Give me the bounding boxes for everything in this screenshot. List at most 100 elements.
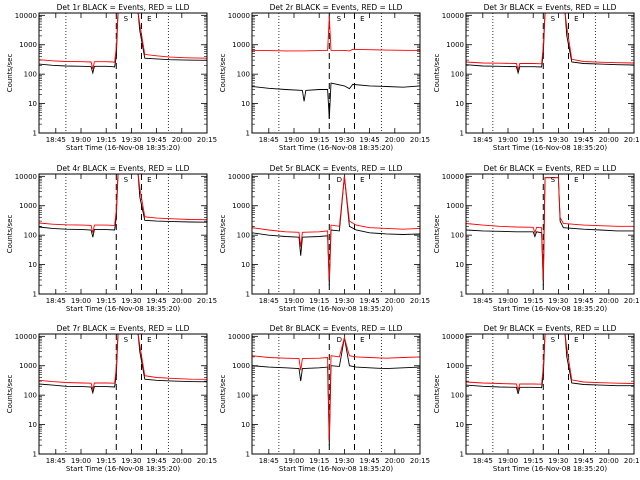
x-tick-label: 19:15 (309, 136, 329, 144)
x-tick-label: 20:15 (624, 457, 640, 465)
panel-title: Det 9r BLACK = Events, RED = LLD (484, 324, 617, 333)
y-tick-label: 1 (33, 291, 37, 299)
y-tick-label: 10000 (228, 12, 250, 20)
event-marker-label: S (551, 176, 556, 184)
event-marker-label: D (337, 336, 342, 344)
x-tick-label: 19:15 (523, 136, 543, 144)
x-tick-label: 20:00 (599, 297, 619, 305)
plot-area (252, 13, 420, 133)
x-axis-label: Start Time (16-Nov-08 18:35:20) (66, 144, 180, 152)
panel-title: Det 7r BLACK = Events, RED = LLD (57, 324, 190, 333)
event-marker-label: E (147, 176, 151, 184)
x-tick-label: 19:30 (548, 457, 568, 465)
series-red-line (466, 13, 634, 72)
x-tick-label: 18:45 (259, 136, 279, 144)
x-tick-label: 19:30 (121, 457, 141, 465)
x-tick-label: 20:15 (197, 297, 217, 305)
panel-title: Det 4r BLACK = Events, RED = LLD (57, 164, 190, 173)
y-tick-label: 1000 (446, 41, 464, 49)
y-tick-label: 10000 (442, 12, 464, 20)
series-red-line (39, 334, 207, 391)
x-tick-label: 19:15 (523, 297, 543, 305)
y-tick-label: 10 (241, 421, 250, 429)
x-tick-label: 19:30 (121, 297, 141, 305)
y-tick-label: 1000 (19, 362, 37, 370)
event-marker-label: S (337, 15, 342, 23)
plot-frame (38, 173, 208, 295)
x-tick-label: 19:15 (96, 457, 116, 465)
series-red-line (252, 176, 420, 281)
x-tick-label: 19:45 (147, 457, 167, 465)
panel-title: Det 5r BLACK = Events, RED = LLD (270, 164, 403, 173)
x-tick-label: 19:15 (309, 457, 329, 465)
y-tick-label: 10000 (442, 173, 464, 181)
y-tick-label: 1000 (446, 202, 464, 210)
plot-frame (465, 173, 635, 295)
y-axis-label: Counts/sec (219, 215, 227, 254)
y-tick-label: 10 (455, 100, 464, 108)
y-tick-label: 100 (24, 232, 37, 240)
event-marker-label: E (574, 336, 578, 344)
x-tick-label: 19:45 (360, 136, 380, 144)
x-axis-label: Start Time (16-Nov-08 18:35:20) (279, 305, 393, 313)
x-axis-label: Start Time (16-Nov-08 18:35:20) (279, 465, 393, 473)
plot-area (466, 174, 634, 294)
y-tick-label: 10000 (15, 333, 37, 341)
x-tick-label: 19:45 (574, 136, 594, 144)
x-tick-label: 19:15 (96, 297, 116, 305)
x-tick-label: 19:00 (284, 297, 304, 305)
event-marker-label: S (124, 15, 129, 23)
x-tick-label: 18:45 (473, 136, 493, 144)
series-black-line (466, 177, 634, 286)
x-axis-label: Start Time (16-Nov-08 18:35:20) (66, 465, 180, 473)
y-tick-label: 10000 (228, 173, 250, 181)
x-tick-label: 19:00 (71, 136, 91, 144)
x-tick-label: 20:00 (385, 136, 405, 144)
y-tick-label: 1 (246, 451, 250, 459)
x-tick-label: 18:45 (259, 457, 279, 465)
y-axis-label: Counts/sec (6, 215, 14, 254)
panel-title: Det 1r BLACK = Events, RED = LLD (57, 3, 190, 12)
panel-title: Det 2r BLACK = Events, RED = LLD (270, 3, 403, 12)
x-tick-label: 18:45 (46, 136, 66, 144)
event-marker-label: E (360, 336, 364, 344)
x-tick-label: 20:00 (172, 457, 192, 465)
x-axis-label: Start Time (16-Nov-08 18:35:20) (493, 305, 607, 313)
y-tick-label: 10 (455, 261, 464, 269)
series-red-line (252, 16, 420, 52)
y-axis-label: Counts/sec (6, 54, 14, 93)
x-axis-label: Start Time (16-Nov-08 18:35:20) (493, 465, 607, 473)
series-black-line (39, 334, 207, 395)
event-marker-label: E (360, 176, 364, 184)
event-marker-label: E (574, 15, 578, 23)
panel-det-8: Det 8r BLACK = Events, RED = LLD 1 10 100 10… (219, 324, 430, 473)
y-tick-label: 10000 (228, 333, 250, 341)
x-axis-label: Start Time (16-Nov-08 18:35:20) (66, 305, 180, 313)
x-tick-label: 19:45 (147, 297, 167, 305)
y-tick-label: 1000 (19, 202, 37, 210)
x-axis-label: Start Time (16-Nov-08 18:35:20) (279, 144, 393, 152)
y-tick-label: 1000 (232, 41, 250, 49)
y-tick-label: 100 (451, 71, 464, 79)
y-tick-label: 100 (237, 232, 250, 240)
x-tick-label: 19:00 (71, 457, 91, 465)
event-marker-label: E (147, 336, 151, 344)
x-tick-label: 19:00 (498, 297, 518, 305)
event-marker-label: D (337, 176, 342, 184)
x-tick-label: 19:30 (334, 457, 354, 465)
y-tick-label: 100 (24, 392, 37, 400)
x-tick-label: 20:15 (410, 297, 430, 305)
x-tick-label: 18:45 (473, 297, 493, 305)
y-tick-label: 1000 (232, 362, 250, 370)
x-tick-label: 19:00 (284, 457, 304, 465)
series-black-line (252, 82, 420, 120)
panel-det-5: Det 5r BLACK = Events, RED = LLD 1 10 100 10… (219, 164, 430, 313)
x-tick-label: 19:00 (284, 136, 304, 144)
x-tick-label: 19:15 (309, 297, 329, 305)
y-tick-label: 1 (33, 451, 37, 459)
panel-det-6: Det 6r BLACK = Events, RED = LLD 1 10 100 10… (433, 164, 640, 313)
plot-frame (251, 173, 421, 295)
y-axis-label: Counts/sec (433, 215, 441, 254)
plot-area (252, 174, 420, 294)
